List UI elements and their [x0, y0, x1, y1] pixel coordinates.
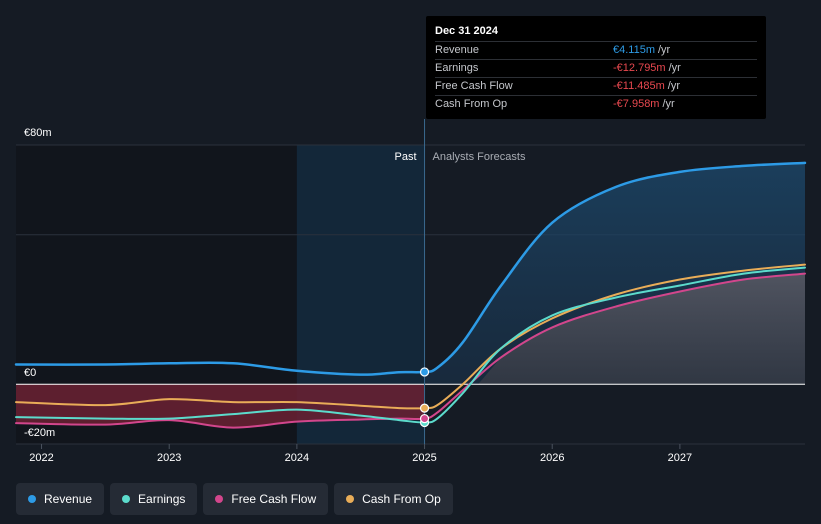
legend-label: Revenue [44, 492, 93, 506]
tooltip-row-free-cash-flow: Free Cash Flow -€11.485m/yr [435, 77, 757, 95]
tooltip-value: -€7.958m [613, 98, 660, 110]
legend-dot-icon [346, 495, 355, 503]
tooltip-value: €4.115m [613, 44, 655, 56]
series-line-cash-from-op [15, 263, 806, 410]
series-line-free-cash-flow [15, 272, 806, 429]
x-tick-label: 2024 [285, 452, 309, 464]
marker-free-cash-flow [419, 413, 430, 424]
legend-item-free-cash-flow[interactable]: Free Cash Flow [203, 483, 329, 515]
legend-dot-icon [215, 495, 224, 503]
tooltip-unit: /yr [667, 80, 681, 92]
free-cash-flow-forecast-area [478, 273, 805, 385]
x-tick-label: 2027 [668, 452, 692, 464]
tooltip-row-earnings: Earnings -€12.795m/yr [435, 59, 757, 77]
forecast-label: Analysts Forecasts [433, 151, 526, 163]
y-tick-label-top: €80m [24, 127, 52, 139]
tooltip-unit: /yr [658, 44, 671, 56]
tooltip-value: -€12.795m [613, 62, 666, 74]
past-label: Past [395, 151, 417, 163]
marker-cash-from-op [419, 403, 430, 413]
x-tick-label: 2026 [540, 452, 564, 464]
y-tick-label-zero: €0 [24, 367, 36, 379]
tooltip-row-revenue: Revenue €4.115m/yr [435, 41, 757, 59]
legend-dot-icon [122, 495, 131, 503]
tooltip-label: Cash From Op [435, 98, 508, 110]
tooltip-row-cash-from-op: Cash From Op -€7.958m/yr [435, 95, 757, 113]
legend-label: Earnings [138, 492, 186, 506]
y-tick-label-bottom: -€20m [24, 427, 55, 439]
tooltip-unit: /yr [662, 98, 675, 110]
tooltip-value: -€11.485m [613, 80, 665, 92]
series-lines [14, 161, 807, 429]
axis-labels: €80m €0 -€20m Past Analysts Forecasts [24, 127, 526, 439]
x-tick-label: 2025 [412, 452, 436, 464]
tooltip: Dec 31 2024 Revenue €4.115m/yr Earnings … [426, 16, 766, 119]
series-line-earnings [15, 266, 806, 424]
tooltip-label: Revenue [435, 44, 480, 56]
legend-item-revenue[interactable]: Revenue [16, 483, 105, 515]
legend-item-earnings[interactable]: Earnings [110, 483, 198, 515]
legend: Revenue Earnings Free Cash Flow Cash Fro… [16, 483, 453, 515]
tooltip-label: Free Cash Flow [435, 80, 513, 92]
tooltip-date: Dec 31 2024 [435, 25, 498, 37]
legend-label: Cash From Op [362, 492, 441, 506]
tooltip-unit: /yr [668, 62, 681, 74]
x-tick-label: 2022 [29, 452, 53, 464]
negative-area [16, 384, 425, 428]
legend-dot-icon [28, 495, 36, 503]
series-line-revenue [14, 161, 807, 376]
hover-markers [419, 367, 430, 428]
legend-label: Free Cash Flow [231, 492, 317, 506]
legend-item-cash-from-op[interactable]: Cash From Op [334, 483, 453, 515]
x-axis-ticks: 2022 2023 2024 2025 2026 2027 [29, 444, 692, 464]
tooltip-label: Earnings [435, 62, 479, 74]
x-tick-label: 2023 [157, 452, 181, 464]
marker-revenue [419, 367, 430, 377]
